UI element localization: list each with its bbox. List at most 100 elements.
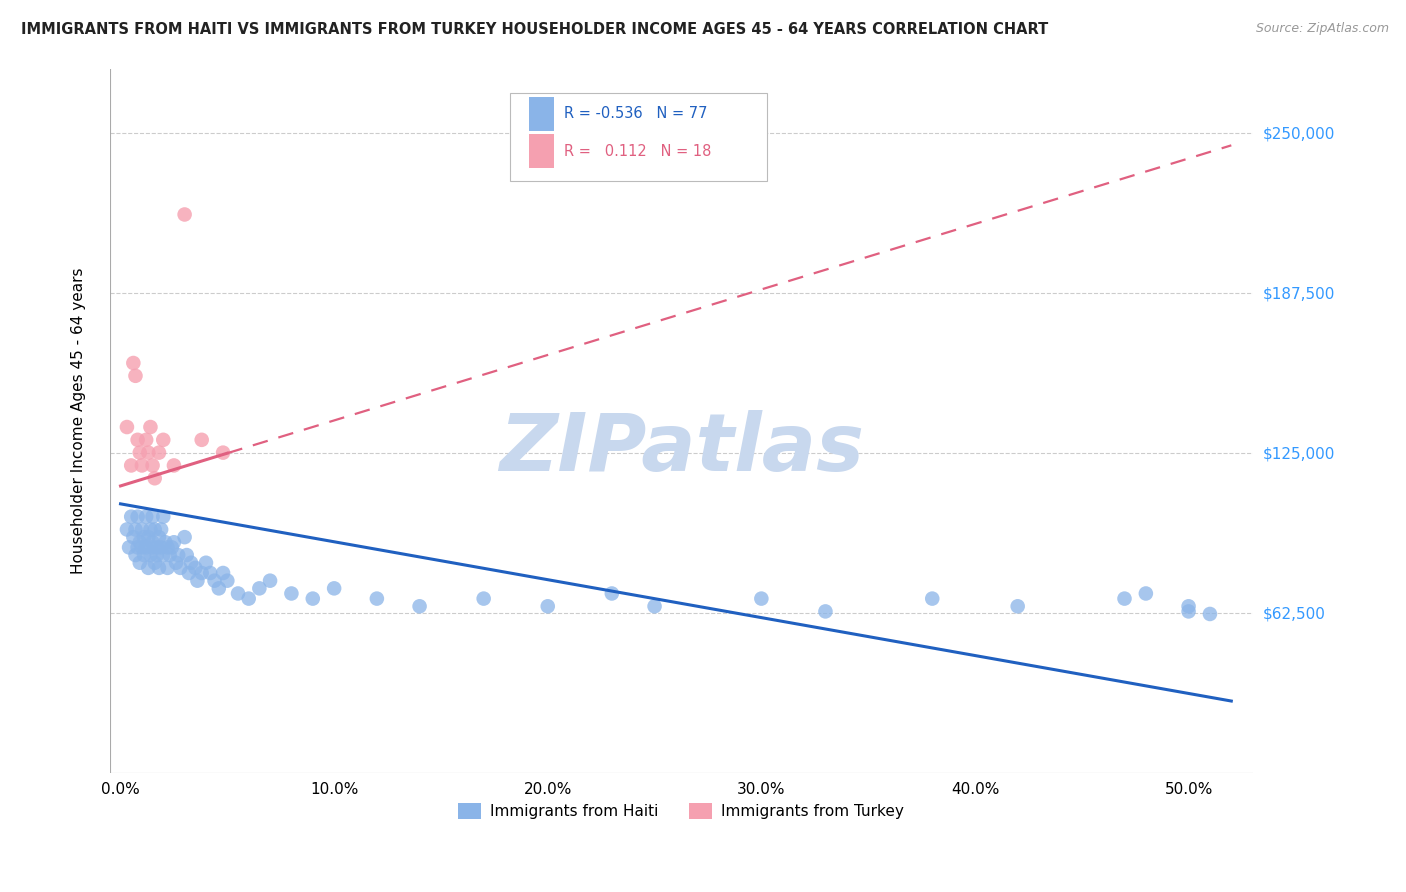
Point — [132, 530, 155, 544]
Point — [472, 591, 495, 606]
Point — [127, 433, 149, 447]
Point — [921, 591, 943, 606]
Point — [173, 530, 195, 544]
FancyBboxPatch shape — [529, 134, 554, 168]
Point — [177, 566, 200, 580]
Text: R = -0.536   N = 77: R = -0.536 N = 77 — [564, 106, 707, 121]
Point — [1135, 586, 1157, 600]
Point — [200, 566, 222, 580]
Text: Source: ZipAtlas.com: Source: ZipAtlas.com — [1256, 22, 1389, 36]
Point — [1177, 599, 1199, 614]
Point — [122, 356, 145, 370]
Point — [132, 548, 155, 562]
Point — [142, 509, 165, 524]
Point — [152, 509, 174, 524]
Point — [212, 445, 235, 459]
Point — [165, 556, 187, 570]
Point — [122, 530, 145, 544]
Point — [131, 541, 153, 555]
Point — [136, 530, 159, 544]
Point — [301, 591, 323, 606]
Point — [163, 458, 186, 473]
Point — [135, 541, 157, 555]
Point — [127, 541, 149, 555]
Point — [163, 535, 186, 549]
Point — [139, 523, 162, 537]
Point — [143, 556, 166, 570]
Point — [226, 586, 249, 600]
Point — [408, 599, 430, 614]
Point — [173, 207, 195, 221]
Point — [537, 599, 560, 614]
Point — [135, 509, 157, 524]
Text: IMMIGRANTS FROM HAITI VS IMMIGRANTS FROM TURKEY HOUSEHOLDER INCOME AGES 45 - 64 : IMMIGRANTS FROM HAITI VS IMMIGRANTS FROM… — [21, 22, 1049, 37]
Point — [176, 548, 198, 562]
Point — [148, 530, 170, 544]
Point — [115, 523, 138, 537]
Point — [751, 591, 773, 606]
Point — [644, 599, 666, 614]
Text: R =   0.112   N = 18: R = 0.112 N = 18 — [564, 144, 711, 159]
Point — [194, 556, 217, 570]
Point — [148, 445, 170, 459]
Point — [152, 548, 174, 562]
Point — [190, 566, 212, 580]
Point — [120, 509, 142, 524]
Point — [280, 586, 302, 600]
Point — [1007, 599, 1029, 614]
Point — [212, 566, 235, 580]
Point — [150, 523, 173, 537]
Point — [139, 548, 162, 562]
Point — [323, 582, 346, 596]
Point — [160, 541, 183, 555]
Y-axis label: Householder Income Ages 45 - 64 years: Householder Income Ages 45 - 64 years — [72, 268, 86, 574]
Point — [131, 458, 153, 473]
Point — [186, 574, 208, 588]
Point — [128, 556, 150, 570]
Point — [143, 471, 166, 485]
Text: ZIPatlas: ZIPatlas — [499, 409, 863, 488]
Point — [115, 420, 138, 434]
Point — [167, 548, 190, 562]
Point — [1114, 591, 1136, 606]
Point — [146, 548, 169, 562]
Point — [204, 574, 226, 588]
Point — [124, 548, 146, 562]
Point — [120, 458, 142, 473]
Point — [146, 541, 169, 555]
Point — [247, 582, 270, 596]
Point — [814, 604, 837, 618]
Point — [124, 368, 146, 383]
Point — [124, 523, 146, 537]
Point — [259, 574, 281, 588]
Point — [139, 420, 162, 434]
Point — [128, 535, 150, 549]
Point — [217, 574, 239, 588]
Point — [118, 541, 141, 555]
Point — [127, 509, 149, 524]
Point — [155, 535, 177, 549]
Point — [238, 591, 260, 606]
Point — [169, 561, 191, 575]
Point — [135, 433, 157, 447]
FancyBboxPatch shape — [510, 93, 766, 181]
Point — [142, 458, 165, 473]
Point — [136, 561, 159, 575]
Point — [180, 556, 202, 570]
Point — [148, 561, 170, 575]
Point — [143, 523, 166, 537]
Point — [600, 586, 623, 600]
Point — [152, 433, 174, 447]
Point — [131, 523, 153, 537]
Point — [136, 445, 159, 459]
Point — [208, 582, 231, 596]
Point — [142, 535, 165, 549]
Point — [150, 541, 173, 555]
Point — [190, 433, 212, 447]
Point — [1199, 607, 1222, 621]
Point — [128, 445, 150, 459]
Point — [142, 541, 165, 555]
Legend: Immigrants from Haiti, Immigrants from Turkey: Immigrants from Haiti, Immigrants from T… — [453, 797, 910, 825]
Point — [159, 548, 181, 562]
Point — [184, 561, 207, 575]
